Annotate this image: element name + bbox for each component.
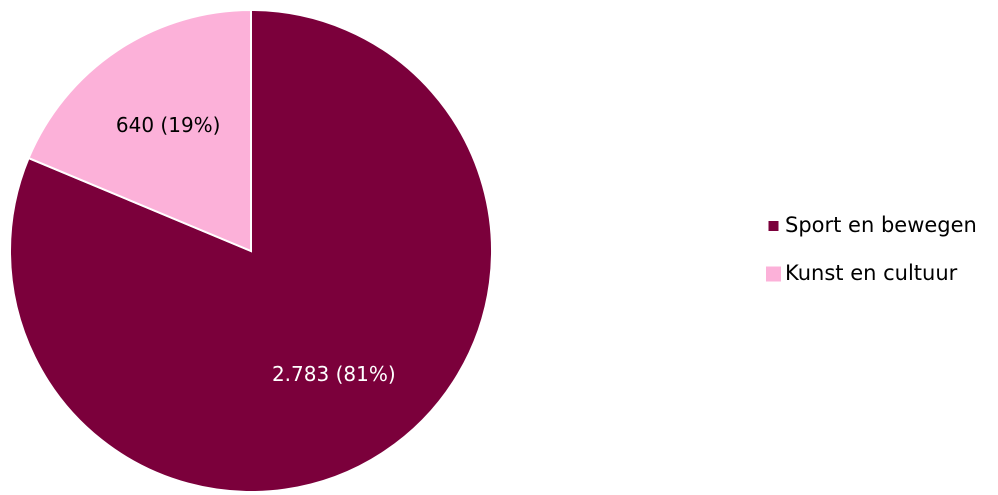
legend-swatch (766, 266, 781, 282)
pie-slices (9, 8, 493, 493)
legend-label: Kunst en cultuur (785, 261, 958, 285)
pie-slice-kunst-en-cultuur (27, 8, 252, 253)
legend-label: Sport en bewegen (785, 213, 977, 237)
legend: Sport en bewegen Kunst en cultuur (766, 213, 977, 285)
legend-item-kunst-en-cultuur: Kunst en cultuur (766, 261, 958, 285)
pie-data-labels: 2.783 (81%) 640 (19%) (116, 113, 396, 386)
data-label-kunst-en-cultuur: 640 (19%) (116, 113, 221, 137)
legend-swatch (768, 221, 779, 231)
data-label-sport-en-bewegen: 2.783 (81%) (272, 362, 396, 386)
legend-item-sport-en-bewegen: Sport en bewegen (768, 213, 977, 237)
